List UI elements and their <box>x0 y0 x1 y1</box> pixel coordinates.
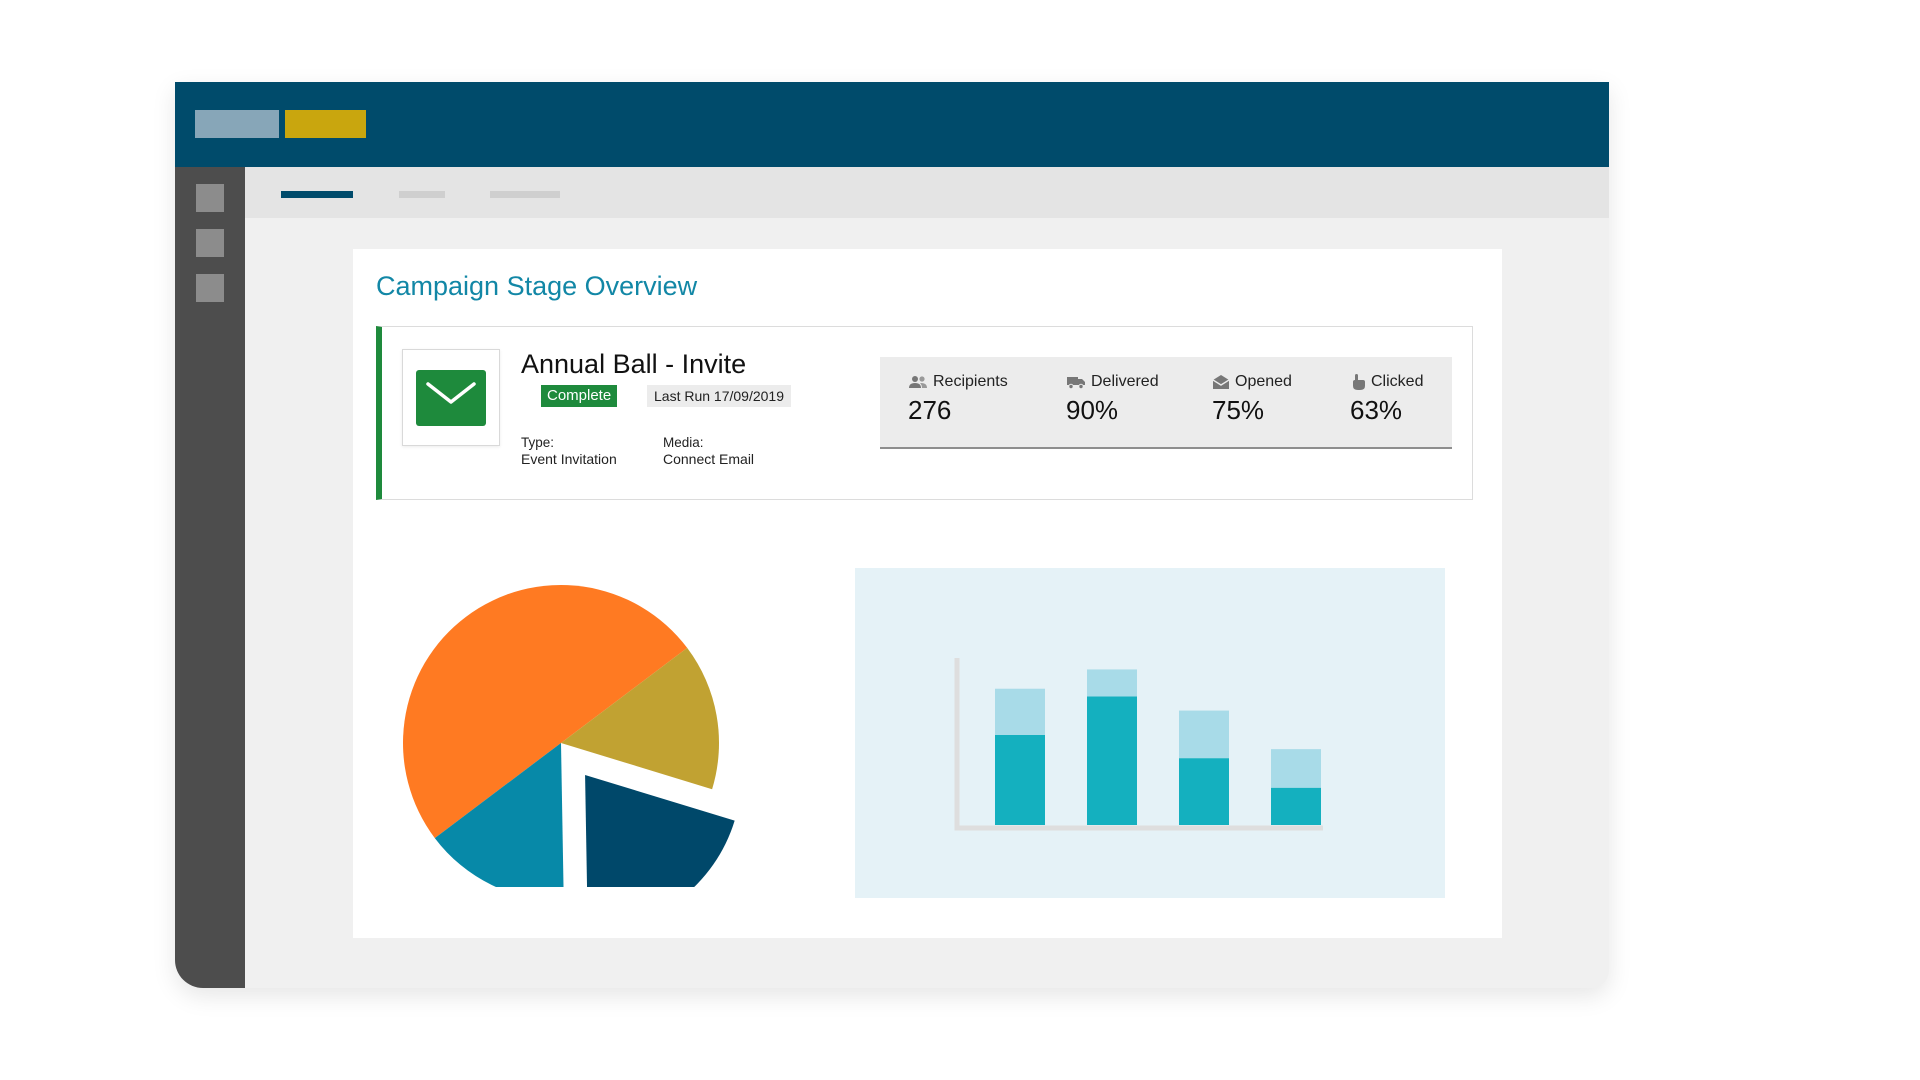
top-bar <box>175 82 1609 167</box>
bar-chart-axis <box>954 658 1323 831</box>
status-badge: Complete <box>541 385 618 407</box>
stat-label: Clicked <box>1371 373 1424 390</box>
tab-3[interactable] <box>490 191 560 198</box>
media-value: Connect Email <box>663 451 755 467</box>
last-run-badge: Last Run 17/09/2019 <box>647 385 791 407</box>
sidebar-item-3[interactable] <box>196 274 224 302</box>
stat-label: Opened <box>1235 373 1292 390</box>
type-label: Type: <box>521 435 555 450</box>
bar-2-segment-1 <box>1087 696 1137 825</box>
envelope-icon <box>416 370 486 426</box>
open-envelope-icon <box>1212 375 1230 389</box>
people-icon <box>909 376 927 388</box>
tab-bar <box>245 167 1609 218</box>
page-title: Campaign Stage Overview <box>376 271 698 301</box>
sidebar-item-1[interactable] <box>196 184 224 212</box>
stat-value: 90% <box>1066 395 1119 425</box>
pie-slice-2 <box>561 647 719 790</box>
bar-chart-panel <box>855 568 1445 898</box>
stat-delivered: Delivered 90% <box>1066 373 1159 426</box>
stat-value: 75% <box>1212 395 1265 425</box>
app-window: Campaign Stage Overview Annual Ball - In… <box>175 82 1609 988</box>
sidebar-item-2[interactable] <box>196 229 224 257</box>
stat-value: 276 <box>908 395 952 425</box>
logo-block-secondary[interactable] <box>285 110 366 138</box>
bar-4-segment-1 <box>1271 787 1321 825</box>
logo-block-primary[interactable] <box>195 110 279 138</box>
pie-slice-4 <box>434 743 564 887</box>
bar-3-segment-1 <box>1179 758 1229 825</box>
pie-slice-3 <box>585 774 735 887</box>
stat-clicked: Clicked 63% <box>1350 373 1423 426</box>
stat-value: 63% <box>1350 395 1403 425</box>
sidebar <box>175 167 245 988</box>
bar-2-segment-2 <box>1087 669 1137 697</box>
bar-1-segment-2 <box>995 688 1045 735</box>
stat-label: Recipients <box>933 373 1008 390</box>
bar-chart <box>954 658 1323 831</box>
pie-slice-1 <box>403 585 688 839</box>
stats-panel: Recipients 276 Delivered 90% <box>880 357 1452 449</box>
type-value: Event Invitation <box>521 451 617 467</box>
bar-1-segment-1 <box>995 735 1045 825</box>
stat-label: Delivered <box>1091 373 1159 390</box>
campaign-summary[interactable]: Annual Ball - Invite Complete Last Run 1… <box>376 326 1473 500</box>
campaign-thumbnail <box>402 349 500 446</box>
stat-recipients: Recipients 276 <box>908 373 1008 426</box>
tab-2[interactable] <box>399 191 445 198</box>
tab-1[interactable] <box>281 191 353 198</box>
bar-3-segment-2 <box>1179 710 1229 759</box>
stat-opened: Opened 75% <box>1212 373 1292 426</box>
campaign-name: Annual Ball - Invite <box>521 349 747 379</box>
bar-4-segment-2 <box>1271 749 1321 788</box>
pointer-hand-icon <box>1353 374 1365 390</box>
pie-chart <box>403 585 735 887</box>
media-label: Media: <box>663 435 704 450</box>
truck-icon <box>1067 376 1085 389</box>
overview-card: Campaign Stage Overview Annual Ball - In… <box>353 249 1502 938</box>
